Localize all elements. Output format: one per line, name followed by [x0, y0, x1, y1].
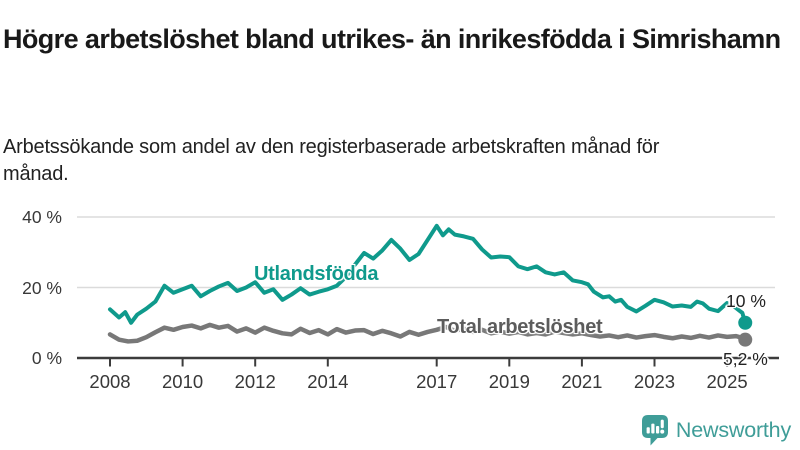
series-lines: [107, 223, 748, 344]
y-tick-label: 20 %: [22, 277, 62, 298]
x-tick-label: 2017: [416, 371, 458, 392]
x-tick-label: 2012: [234, 371, 276, 392]
y-tick-label: 0 %: [31, 348, 62, 368]
end-value-label-utlandsfodda: 10 %: [726, 291, 766, 311]
newsworthy-logo[interactable]: Newsworthy: [641, 413, 791, 448]
series-line-total: [107, 322, 748, 344]
series-end-dots: [738, 315, 753, 347]
x-tick-label: 2019: [488, 371, 530, 392]
end-dot-utlandsfodda: [738, 315, 753, 330]
x-tick-label: 2010: [162, 371, 204, 392]
newsworthy-icon: [641, 414, 668, 445]
x-tick-label: 2014: [307, 371, 349, 392]
x-tick-label: 2021: [561, 371, 603, 392]
y-tick-label: 40 %: [22, 207, 62, 227]
newsworthy-wordmark: Newsworthy: [675, 418, 791, 442]
series-label-total-arbetsloshet: Total arbetslöshet: [437, 316, 603, 338]
x-tick-label: 2023: [633, 371, 676, 392]
x-tick-label: 2008: [89, 371, 131, 392]
end-value-label-total: 5,2 %: [723, 349, 768, 369]
x-tick-label: 2025: [706, 371, 748, 392]
page-title: Högre arbetslöshet bland utrikes- än inr…: [3, 24, 781, 55]
series-line-utlandsfodda: [108, 223, 748, 325]
end-dot-total: [738, 332, 753, 347]
series-label-utlandsfodda: Utlandsfödda: [254, 263, 379, 285]
chart-subtitle: Arbetssökande som andel av den registerb…: [3, 136, 660, 185]
axis-ticks: [109, 358, 729, 367]
gridlines: [77, 216, 775, 289]
